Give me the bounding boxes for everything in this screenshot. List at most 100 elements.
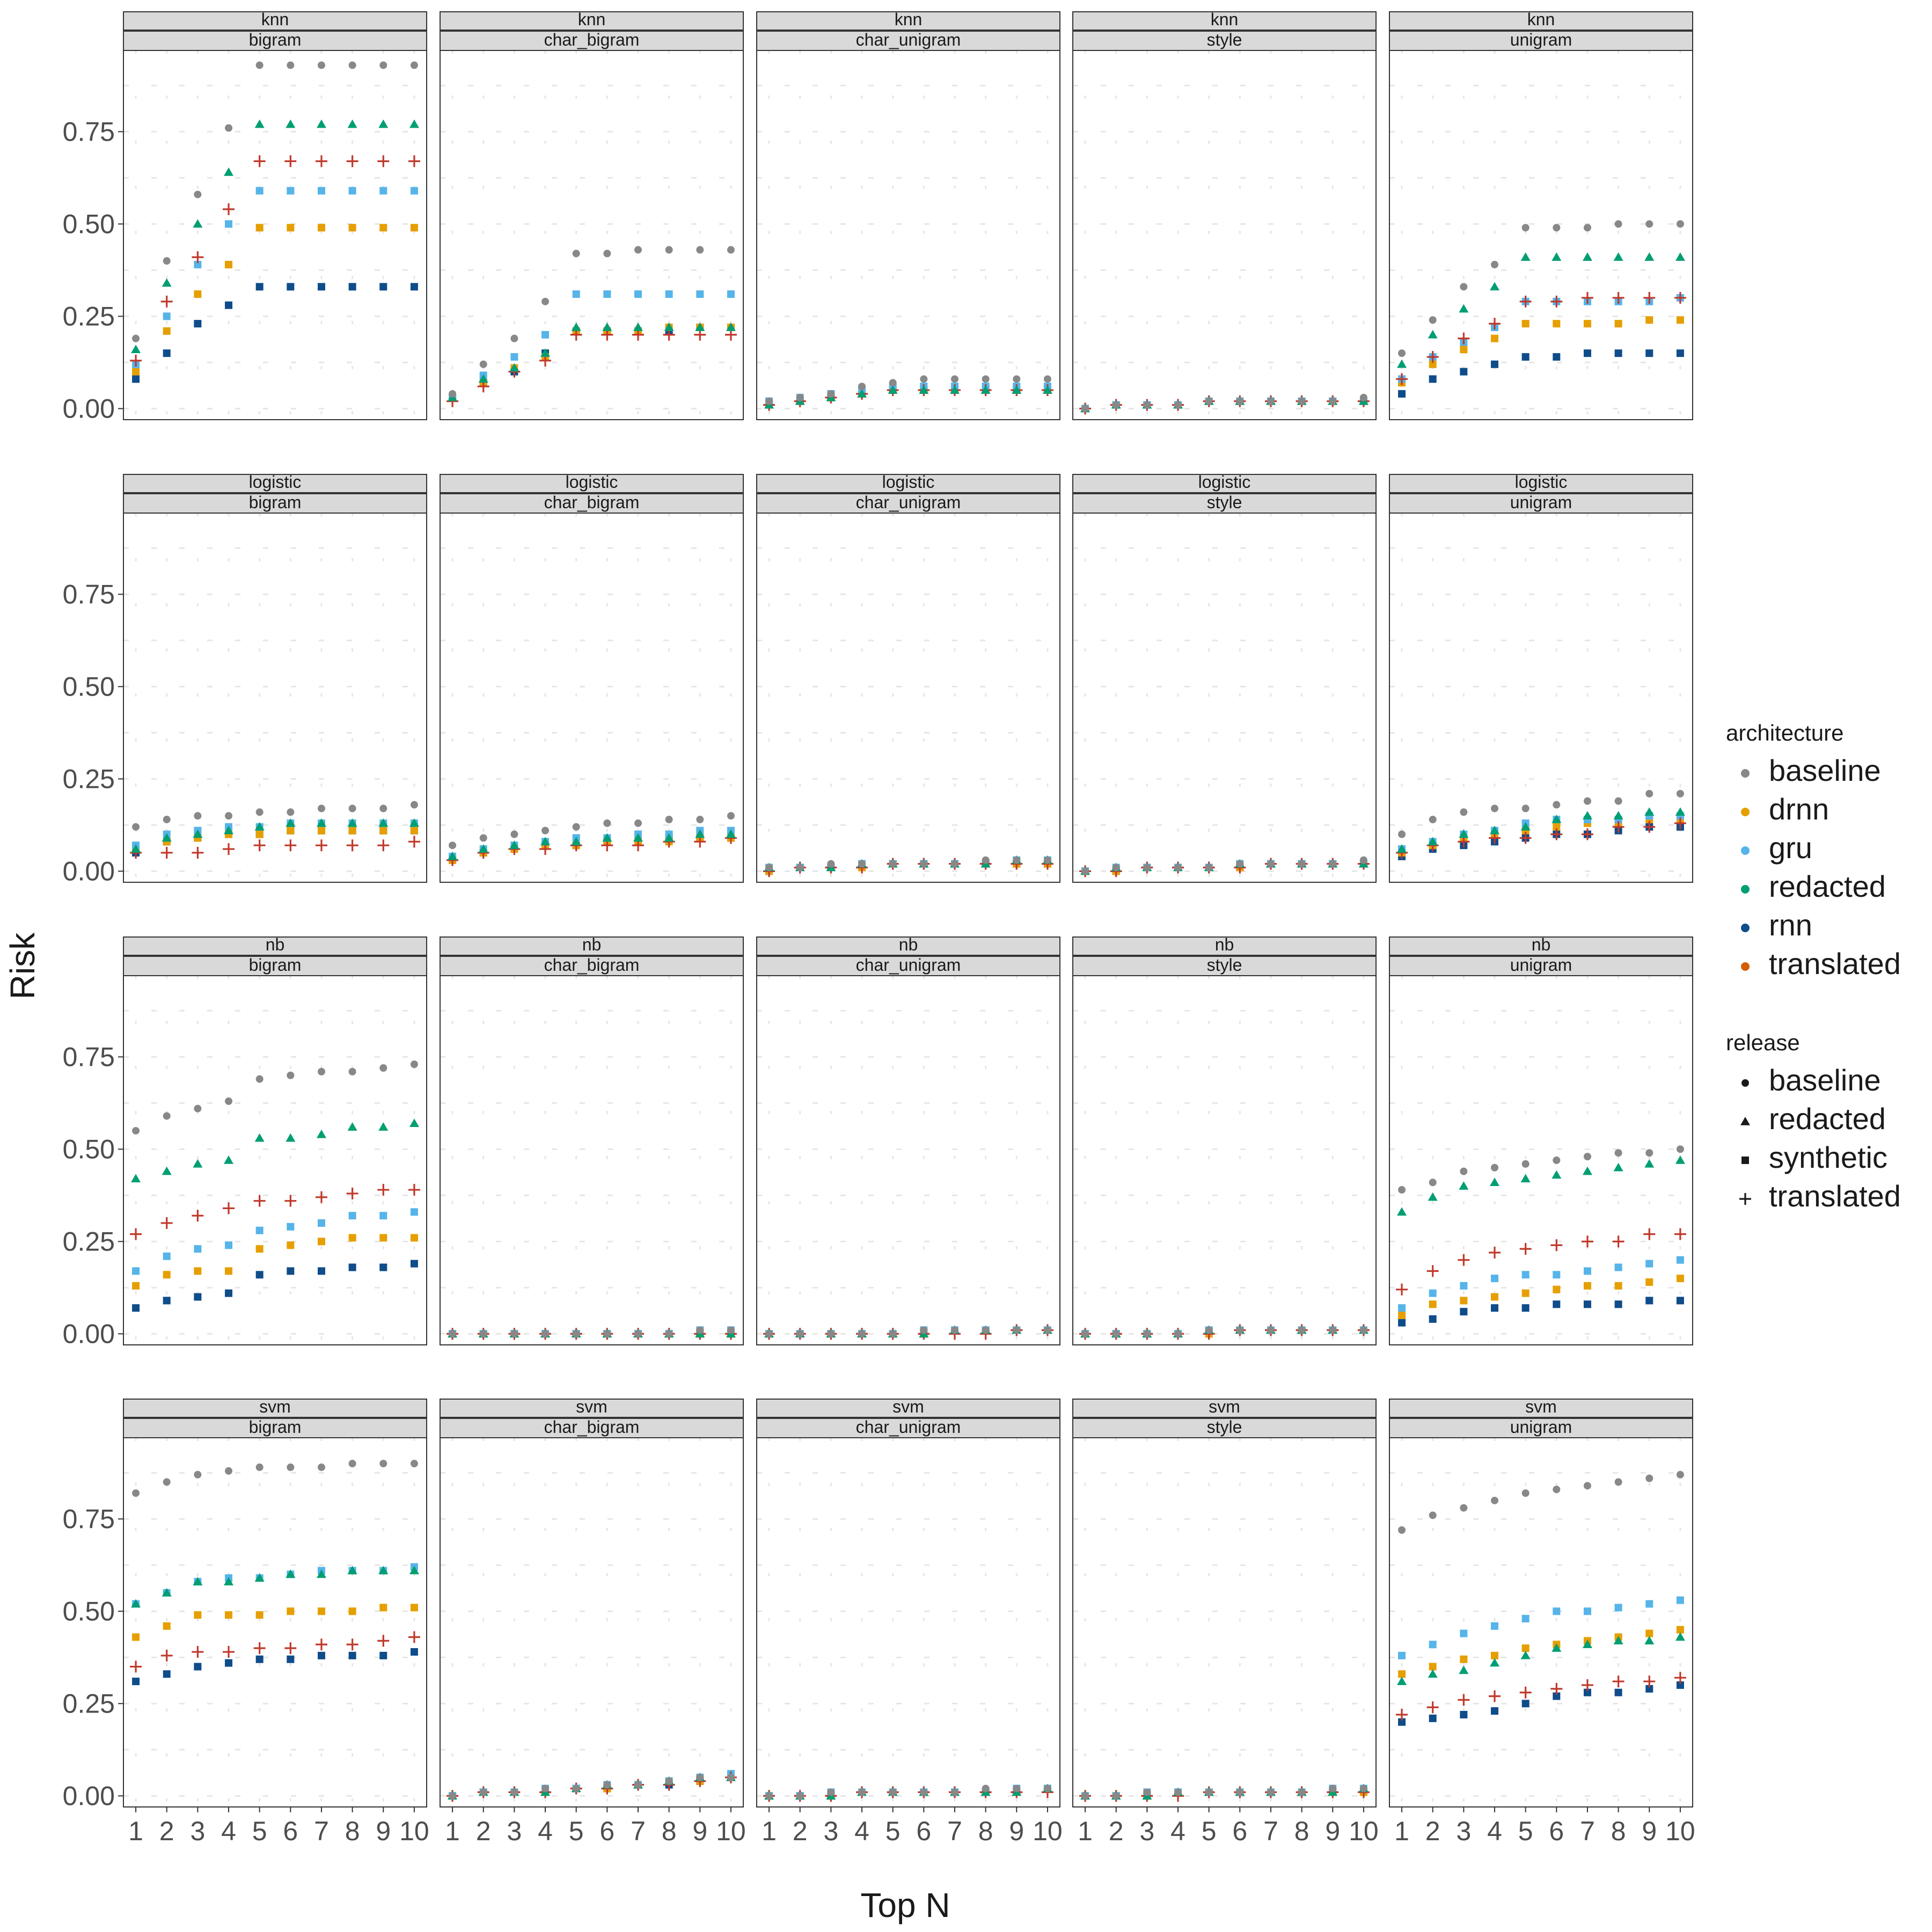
y-tick-label: 0.00 <box>63 393 115 423</box>
point-baseline <box>1267 860 1275 868</box>
point-rnn <box>410 1260 418 1268</box>
point-baseline <box>572 250 580 258</box>
point-redacted <box>409 818 419 827</box>
point-translated <box>223 1202 235 1214</box>
point-gru <box>1553 1271 1561 1279</box>
point-redacted <box>162 278 172 287</box>
point-redacted <box>448 851 458 860</box>
point-drnn <box>132 1282 140 1290</box>
point-rnn <box>317 1651 325 1659</box>
point-rnn <box>1645 1297 1653 1305</box>
point-redacted <box>254 822 265 831</box>
facet-strip-model-label: logistic <box>1515 472 1568 492</box>
point-redacted <box>980 385 991 394</box>
point-drnn <box>1583 320 1591 328</box>
point-drnn <box>317 1238 325 1246</box>
point-baseline <box>1460 808 1468 816</box>
point-baseline <box>163 1478 171 1486</box>
x-tick-label: 3 <box>823 1816 838 1846</box>
point-baseline <box>255 1463 264 1472</box>
panel-background <box>757 976 1060 1345</box>
panel-background <box>123 1438 427 1807</box>
facet-strip-model-label: knn <box>1527 10 1555 29</box>
point-gru <box>410 1208 418 1216</box>
point-rnn <box>1398 1718 1406 1726</box>
point-baseline <box>1398 830 1406 838</box>
facet-strip-feature <box>1072 31 1377 51</box>
point-baseline <box>132 334 140 342</box>
legend-label: redacted <box>1769 869 1886 903</box>
panel-border <box>123 50 427 420</box>
point-translated <box>315 1191 327 1203</box>
point-baseline <box>665 816 673 824</box>
point-redacted <box>347 818 357 827</box>
facet-strip-feature <box>1389 956 1693 976</box>
point-baseline <box>1174 1788 1182 1796</box>
facet-strip-model <box>1389 474 1693 493</box>
point-translated <box>1519 295 1532 308</box>
x-tick-label: 7 <box>631 1816 646 1846</box>
facet-strip-model-label: svm <box>1525 1397 1557 1416</box>
point-baseline <box>1398 349 1406 357</box>
point-baseline <box>225 812 233 820</box>
point-translated <box>1643 821 1656 833</box>
point-drnn <box>1645 1629 1653 1637</box>
point-baseline <box>449 1330 457 1338</box>
point-baseline <box>765 397 773 405</box>
x-tick-label: 3 <box>1139 1816 1154 1846</box>
point-translated <box>1674 291 1686 304</box>
point-gru <box>132 1267 140 1275</box>
point-baseline <box>765 1792 773 1800</box>
point-drnn <box>225 1267 233 1275</box>
x-tick-label: 8 <box>1611 1816 1626 1846</box>
point-redacted <box>162 1587 172 1597</box>
x-tick-label: 1 <box>445 1816 460 1846</box>
legend-label: drnn <box>1769 792 1829 826</box>
point-baseline <box>510 830 518 838</box>
point-drnn <box>1521 320 1529 328</box>
point-drnn <box>132 1633 140 1641</box>
point-rnn <box>287 1655 295 1663</box>
x-tick-label: 2 <box>793 1816 808 1846</box>
point-baseline <box>1359 856 1367 864</box>
point-baseline <box>510 1788 518 1796</box>
point-rnn <box>1614 1688 1622 1696</box>
point-redacted <box>193 1577 203 1586</box>
facet-strip-feature-label: bigram <box>249 955 302 975</box>
point-redacted <box>695 829 705 838</box>
point-redacted <box>224 825 234 835</box>
point-rnn <box>194 320 202 328</box>
point-baseline <box>858 1788 866 1796</box>
panel-border <box>756 50 1060 420</box>
point-baseline <box>696 816 704 824</box>
point-drnn <box>410 826 418 835</box>
panel-background <box>757 50 1060 420</box>
point-rnn <box>255 283 264 291</box>
point-baseline <box>317 61 325 69</box>
point-translated <box>377 839 390 852</box>
point-baseline <box>479 834 487 842</box>
point-redacted <box>1397 1207 1407 1216</box>
point-gru <box>317 1219 325 1227</box>
facet-strip-feature <box>123 956 427 976</box>
point-drnn <box>287 826 295 835</box>
point-translated <box>1489 318 1501 330</box>
point-baseline <box>858 383 866 391</box>
y-tick-label: 0.25 <box>63 1688 115 1718</box>
point-translated <box>192 1210 204 1222</box>
point-redacted <box>347 119 357 128</box>
point-redacted <box>1644 1159 1655 1168</box>
point-translated <box>160 1649 173 1662</box>
point-translated <box>253 1642 266 1655</box>
point-gru <box>225 1241 233 1249</box>
point-drnn <box>410 224 418 232</box>
point-redacted <box>633 833 643 842</box>
facet-strip-model-label: knn <box>261 10 289 29</box>
point-baseline <box>1359 1326 1367 1334</box>
point-redacted <box>1520 1174 1531 1183</box>
point-drnn <box>1460 346 1468 354</box>
point-gru <box>1583 1607 1591 1615</box>
point-baseline <box>317 1463 325 1472</box>
point-translated <box>1581 1679 1593 1691</box>
point-redacted <box>131 345 141 354</box>
